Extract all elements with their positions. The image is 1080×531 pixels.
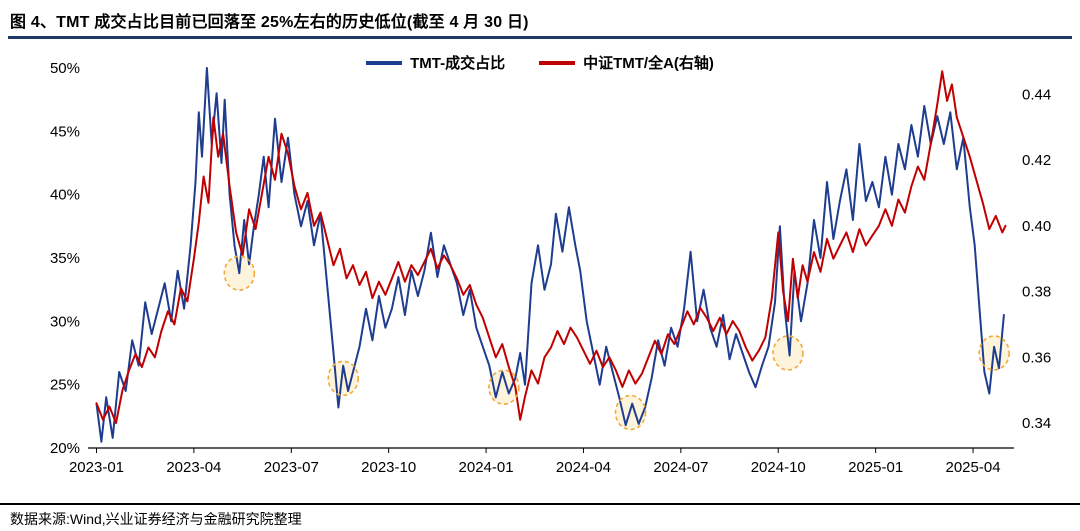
right-axis-label: 0.36 [1022,349,1051,366]
legend-label-tmt-share: TMT-成交占比 [410,55,506,72]
x-tick-label: 2025-04 [946,459,1001,476]
highlight-ellipse [223,255,256,291]
legend-label-tmt-ratio: 中证TMT/全A(右轴) [583,55,714,72]
right-axis-label: 0.38 [1022,284,1051,301]
left-axis-label: 20% [50,440,80,457]
highlight-ellipse [978,335,1010,371]
left-axis-label: 30% [50,313,80,330]
right-axis-label: 0.42 [1022,152,1051,169]
chart-legend: TMT-成交占比 中证TMT/全A(右轴) [0,52,1080,73]
highlight-ellipse-fill [772,336,803,370]
highlight-ellipse [772,335,804,371]
right-axis-label: 0.40 [1022,218,1051,235]
x-tick-label: 2024-04 [556,459,611,476]
dual-axis-line-chart: 2023-01 2023-04 2023-07 2023-10 2024-01 2024-… [50,60,1051,476]
x-tick-label: 2025-01 [848,459,903,476]
right-axis-label: 0.44 [1022,86,1051,103]
x-tick-label: 2024-01 [459,459,514,476]
left-axis-label: 50% [50,60,80,77]
right-axis-label: 0.34 [1022,415,1051,432]
x-tick-label: 2024-10 [751,459,806,476]
highlight-ellipse [327,360,360,397]
footer-divider [0,503,1080,505]
left-axis-label: 35% [50,250,80,267]
legend-item-tmt-share: TMT-成交占比 [366,52,505,73]
x-tick-label: 2023-04 [166,459,221,476]
left-axis-label: 40% [50,187,80,204]
left-axis-label: 25% [50,377,80,394]
legend-swatch-red [539,60,576,65]
legend-item-tmt-ratio: 中证TMT/全A(右轴) [539,52,714,73]
highlight-ellipse [488,369,520,406]
series-line-0 [95,67,1005,443]
legend-swatch-blue [366,60,403,65]
x-tick-label: 2023-10 [361,459,416,476]
highlight-ellipse [614,394,647,431]
x-tick-label: 2024-07 [653,459,708,476]
x-tick-label: 2023-07 [264,459,319,476]
data-source-note: 数据来源:Wind,兴业证券经济与金融研究院整理 [10,511,302,527]
left-axis-label: 45% [50,123,80,140]
figure-title: 图 4、TMT 成交占比目前已回落至 25%左右的历史低位(截至 4 月 30 … [10,14,529,31]
title-underline [8,36,1072,39]
x-tick-label: 2023-01 [69,459,124,476]
series-line-1 [95,70,1007,424]
